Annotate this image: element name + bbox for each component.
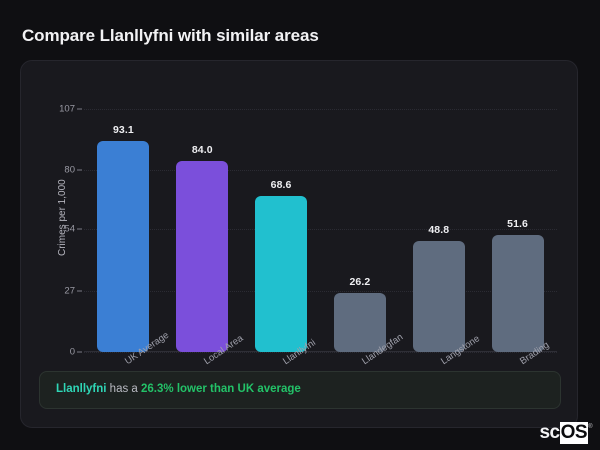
bar-value-label: 51.6: [507, 217, 528, 230]
bar-value-label: 68.6: [270, 179, 292, 192]
y-tick-mark: [77, 169, 82, 171]
x-axis-line: [84, 351, 557, 352]
bar-item[interactable]: 68.6 Llanllyfni: [255, 179, 318, 367]
chart-card: Crimes per 1,000 0 27 54 80 107 93.1 UK Avera…: [20, 60, 578, 428]
gridline: [84, 290, 557, 292]
bar-item[interactable]: 26.2 Llandegfan: [333, 275, 405, 367]
bar-item[interactable]: 48.8 Langstone: [412, 224, 482, 367]
logo-text-sc: sc: [539, 422, 560, 443]
bar-rect[interactable]: [176, 161, 229, 352]
bar-item[interactable]: 51.6 Brading: [491, 217, 551, 367]
note-area-name: Llanllyfni: [56, 383, 107, 396]
bar-rect[interactable]: [97, 140, 150, 352]
bar-rect[interactable]: [491, 234, 544, 352]
y-tick-label: 80: [64, 164, 75, 176]
bar-value-label: 93.1: [112, 123, 134, 136]
y-tick-label: 0: [69, 346, 75, 358]
plot-area: 0 27 54 80 107 93.1 UK Average 84.0 Local Area 6…: [59, 104, 557, 367]
gridline: [84, 170, 557, 172]
y-tick-label: 54: [64, 223, 75, 235]
bar-item[interactable]: 93.1 UK Average: [97, 123, 171, 367]
note-stat-text: 26.3% lower than UK average: [141, 383, 301, 396]
page-title: Compare Llanllyfni with similar areas: [22, 26, 319, 45]
bar-rect[interactable]: [255, 196, 308, 352]
y-tick-mark: [77, 228, 82, 230]
gridline: [84, 109, 557, 110]
bar-rect[interactable]: [412, 241, 465, 352]
y-tick-mark: [77, 290, 82, 292]
logo-text-os: OS: [559, 422, 589, 444]
scos-logo: sc OS ®: [539, 422, 592, 444]
registered-trademark-icon: ®: [588, 424, 592, 430]
comparison-summary-note: Llanllyfni has a 26.3% lower than UK ave…: [39, 371, 561, 409]
gridline: [84, 352, 557, 353]
y-tick-label: 27: [64, 285, 75, 297]
bar-item[interactable]: 84.0 Local Area: [176, 144, 246, 367]
y-tick-label: 107: [59, 103, 75, 115]
bar-value-label: 48.8: [428, 224, 450, 237]
bar-rect[interactable]: [333, 292, 386, 352]
bar-value-label: 84.0: [191, 144, 213, 157]
y-axis-title: Crimes per 1,000: [57, 179, 68, 256]
gridline: [84, 229, 557, 231]
bar-value-label: 26.2: [349, 275, 371, 288]
y-tick-mark: [77, 108, 82, 110]
note-middle-text: has a: [106, 383, 142, 396]
y-tick-mark: [77, 351, 82, 353]
